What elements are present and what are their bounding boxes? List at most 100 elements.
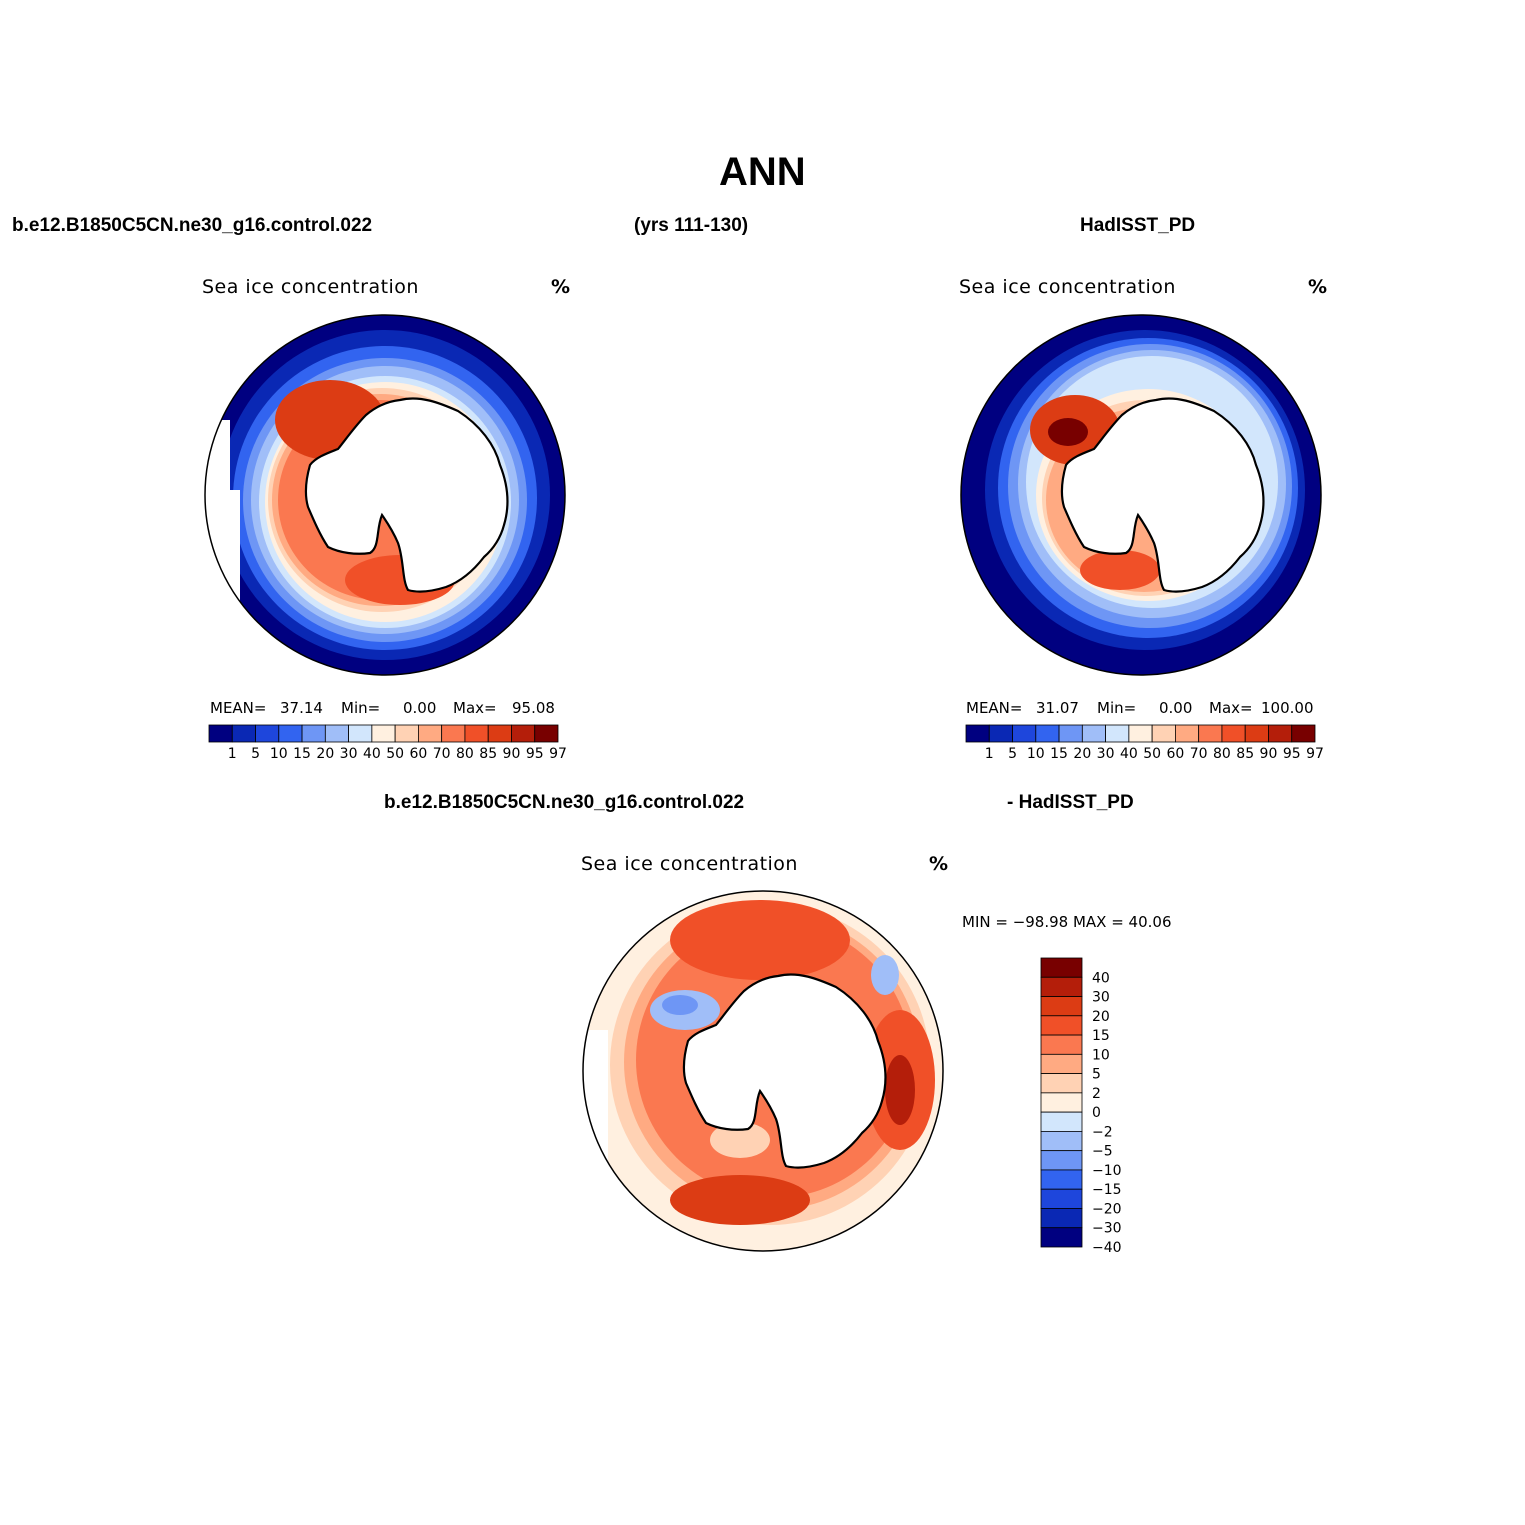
colorbar-obs-swatch [1198, 724, 1223, 743]
diff-minmax: MIN = −98.98 MAX = 40.06 [962, 913, 1172, 931]
colorbar-model-swatch [487, 724, 512, 743]
colorbar-obs: 1 5 10 15 20 30 40 50 60 70 80 85 90 95 97 [965, 724, 1324, 762]
colorbar-obs-swatch [1268, 724, 1293, 743]
colorbar-diff-swatch [1040, 957, 1083, 978]
colorbar-diff-swatch [1040, 1092, 1083, 1113]
years-label: (yrs 111-130) [634, 215, 749, 236]
colorbar-obs-swatch [1012, 724, 1037, 743]
panel-obs-units: % [1308, 276, 1328, 298]
colorbar-diff-swatch [1040, 1053, 1083, 1075]
colorbar-model-tick-label: 20 [316, 746, 334, 762]
colorbar-model-tick-label: 97 [549, 746, 567, 762]
colorbar-obs-tick-label: 80 [1213, 746, 1231, 762]
obs-max-label: Max= [1209, 699, 1253, 717]
colorbar-obs-tick-label: 20 [1073, 746, 1091, 762]
colorbar-model-tick-label: 95 [526, 746, 544, 762]
colorbar-model-swatch [534, 724, 559, 743]
obs-min-label: Min= [1097, 699, 1137, 717]
map-diff [583, 891, 943, 1251]
colorbar-diff-tick-label: −10 [1092, 1163, 1122, 1179]
colorbar-diff-tick-label: 15 [1092, 1028, 1110, 1044]
colorbar-obs-swatch [1151, 724, 1176, 743]
colorbar-obs-swatch [1128, 724, 1153, 743]
colorbar-obs-tick-label: 70 [1190, 746, 1208, 762]
colorbar-obs-swatch [965, 724, 990, 743]
colorbar-model-tick-label: 80 [456, 746, 474, 762]
obs-name: HadISST_PD [1080, 215, 1196, 236]
colorbar-model-swatch [394, 724, 419, 743]
model-max-value: 95.08 [512, 699, 555, 717]
colorbar-model-tick-label: 50 [386, 746, 404, 762]
colorbar-diff-swatch [1040, 1169, 1083, 1190]
colorbar-obs-swatch [1244, 724, 1269, 743]
model-min-value: 0.00 [403, 699, 437, 717]
obs-mean-label: MEAN= [966, 699, 1023, 717]
panel-diff-title: Sea ice concentration [581, 853, 798, 875]
colorbar-diff-tick-label: −20 [1092, 1201, 1122, 1217]
colorbar-diff-swatch [1040, 1208, 1083, 1229]
colorbar-diff-swatch [1040, 1015, 1083, 1036]
colorbar-model-tick-label: 15 [293, 746, 311, 762]
colorbar-model-tick-label: 40 [363, 746, 381, 762]
colorbar-diff-swatch [1040, 1188, 1083, 1209]
colorbar-model-tick-label: 5 [251, 746, 260, 762]
colorbar-diff-tick-label: 40 [1092, 970, 1110, 986]
colorbar-model-swatch [441, 724, 466, 743]
panel-model-units: % [551, 276, 571, 298]
colorbar-obs-swatch [1291, 724, 1316, 743]
colorbar-obs-tick-label: 85 [1236, 746, 1254, 762]
colorbar-obs-swatch [1175, 724, 1200, 743]
colorbar-obs-tick-label: 5 [1008, 746, 1017, 762]
colorbar-model-swatch [371, 724, 396, 743]
colorbar-obs-tick-label: 50 [1143, 746, 1161, 762]
diff-obs-name: - HadISST_PD [1007, 792, 1134, 813]
colorbar-model-tick-label: 1 [228, 746, 237, 762]
colorbar-model-tick-label: 85 [479, 746, 497, 762]
colorbar-model-tick-label: 60 [409, 746, 427, 762]
colorbar-obs-swatch [1221, 724, 1246, 743]
colorbar-diff-swatch [1040, 1034, 1083, 1055]
panel-obs-title: Sea ice concentration [959, 276, 1176, 298]
model-mean-label: MEAN= [210, 699, 267, 717]
panel-model-title: Sea ice concentration [202, 276, 419, 298]
colorbar-diff-tick-label: −15 [1092, 1182, 1122, 1198]
obs-mean-value: 31.07 [1036, 699, 1079, 717]
colorbar-model-swatch [255, 724, 280, 743]
colorbar-diff-tick-label: −5 [1092, 1144, 1113, 1160]
colorbar-model-tick-label: 30 [340, 746, 358, 762]
colorbar-diff-tick-label: 2 [1092, 1086, 1101, 1102]
colorbar-obs-tick-label: 40 [1120, 746, 1138, 762]
model-min-label: Min= [341, 699, 381, 717]
colorbar-diff-tick-label: 0 [1092, 1105, 1101, 1121]
colorbar-model-tick-label: 70 [433, 746, 451, 762]
colorbar-obs-tick-label: 10 [1027, 746, 1045, 762]
model-max-label: Max= [453, 699, 497, 717]
colorbar-diff-swatch [1040, 1073, 1083, 1094]
colorbar-diff-swatch [1040, 996, 1083, 1017]
map-model [205, 315, 565, 675]
model-mean-value: 37.14 [280, 699, 323, 717]
colorbar-obs-swatch [1035, 724, 1060, 743]
colorbar-diff-tick-label: −40 [1092, 1240, 1122, 1256]
diff-case-name: b.e12.B1850C5CN.ne30_g16.control.022 [384, 792, 745, 813]
colorbar-diff-swatch [1040, 1150, 1083, 1171]
colorbar-diff-tick-label: −2 [1092, 1124, 1113, 1140]
colorbar-diff-swatch [1040, 1227, 1083, 1248]
obs-max-value: 100.00 [1261, 699, 1314, 717]
map-obs-border [960, 314, 1322, 676]
colorbar-model-swatch [208, 724, 233, 743]
colorbar-model-swatch [511, 724, 536, 743]
colorbar-diff-tick-label: 10 [1092, 1047, 1110, 1063]
colorbar-model-swatch [464, 724, 489, 743]
colorbar-model-swatch [231, 724, 256, 743]
colorbar-model-swatch [301, 724, 326, 743]
colorbar-model-tick-label: 90 [503, 746, 521, 762]
colorbar-obs-swatch [988, 724, 1013, 743]
colorbar-diff-tick-label: 20 [1092, 1009, 1110, 1025]
colorbar-obs-tick-label: 97 [1306, 746, 1324, 762]
colorbar-obs-tick-label: 15 [1050, 746, 1068, 762]
colorbar-diff-swatch [1040, 1111, 1083, 1132]
colorbar-diff-tick-label: −30 [1092, 1221, 1122, 1237]
colorbar-obs-swatch [1105, 724, 1130, 743]
